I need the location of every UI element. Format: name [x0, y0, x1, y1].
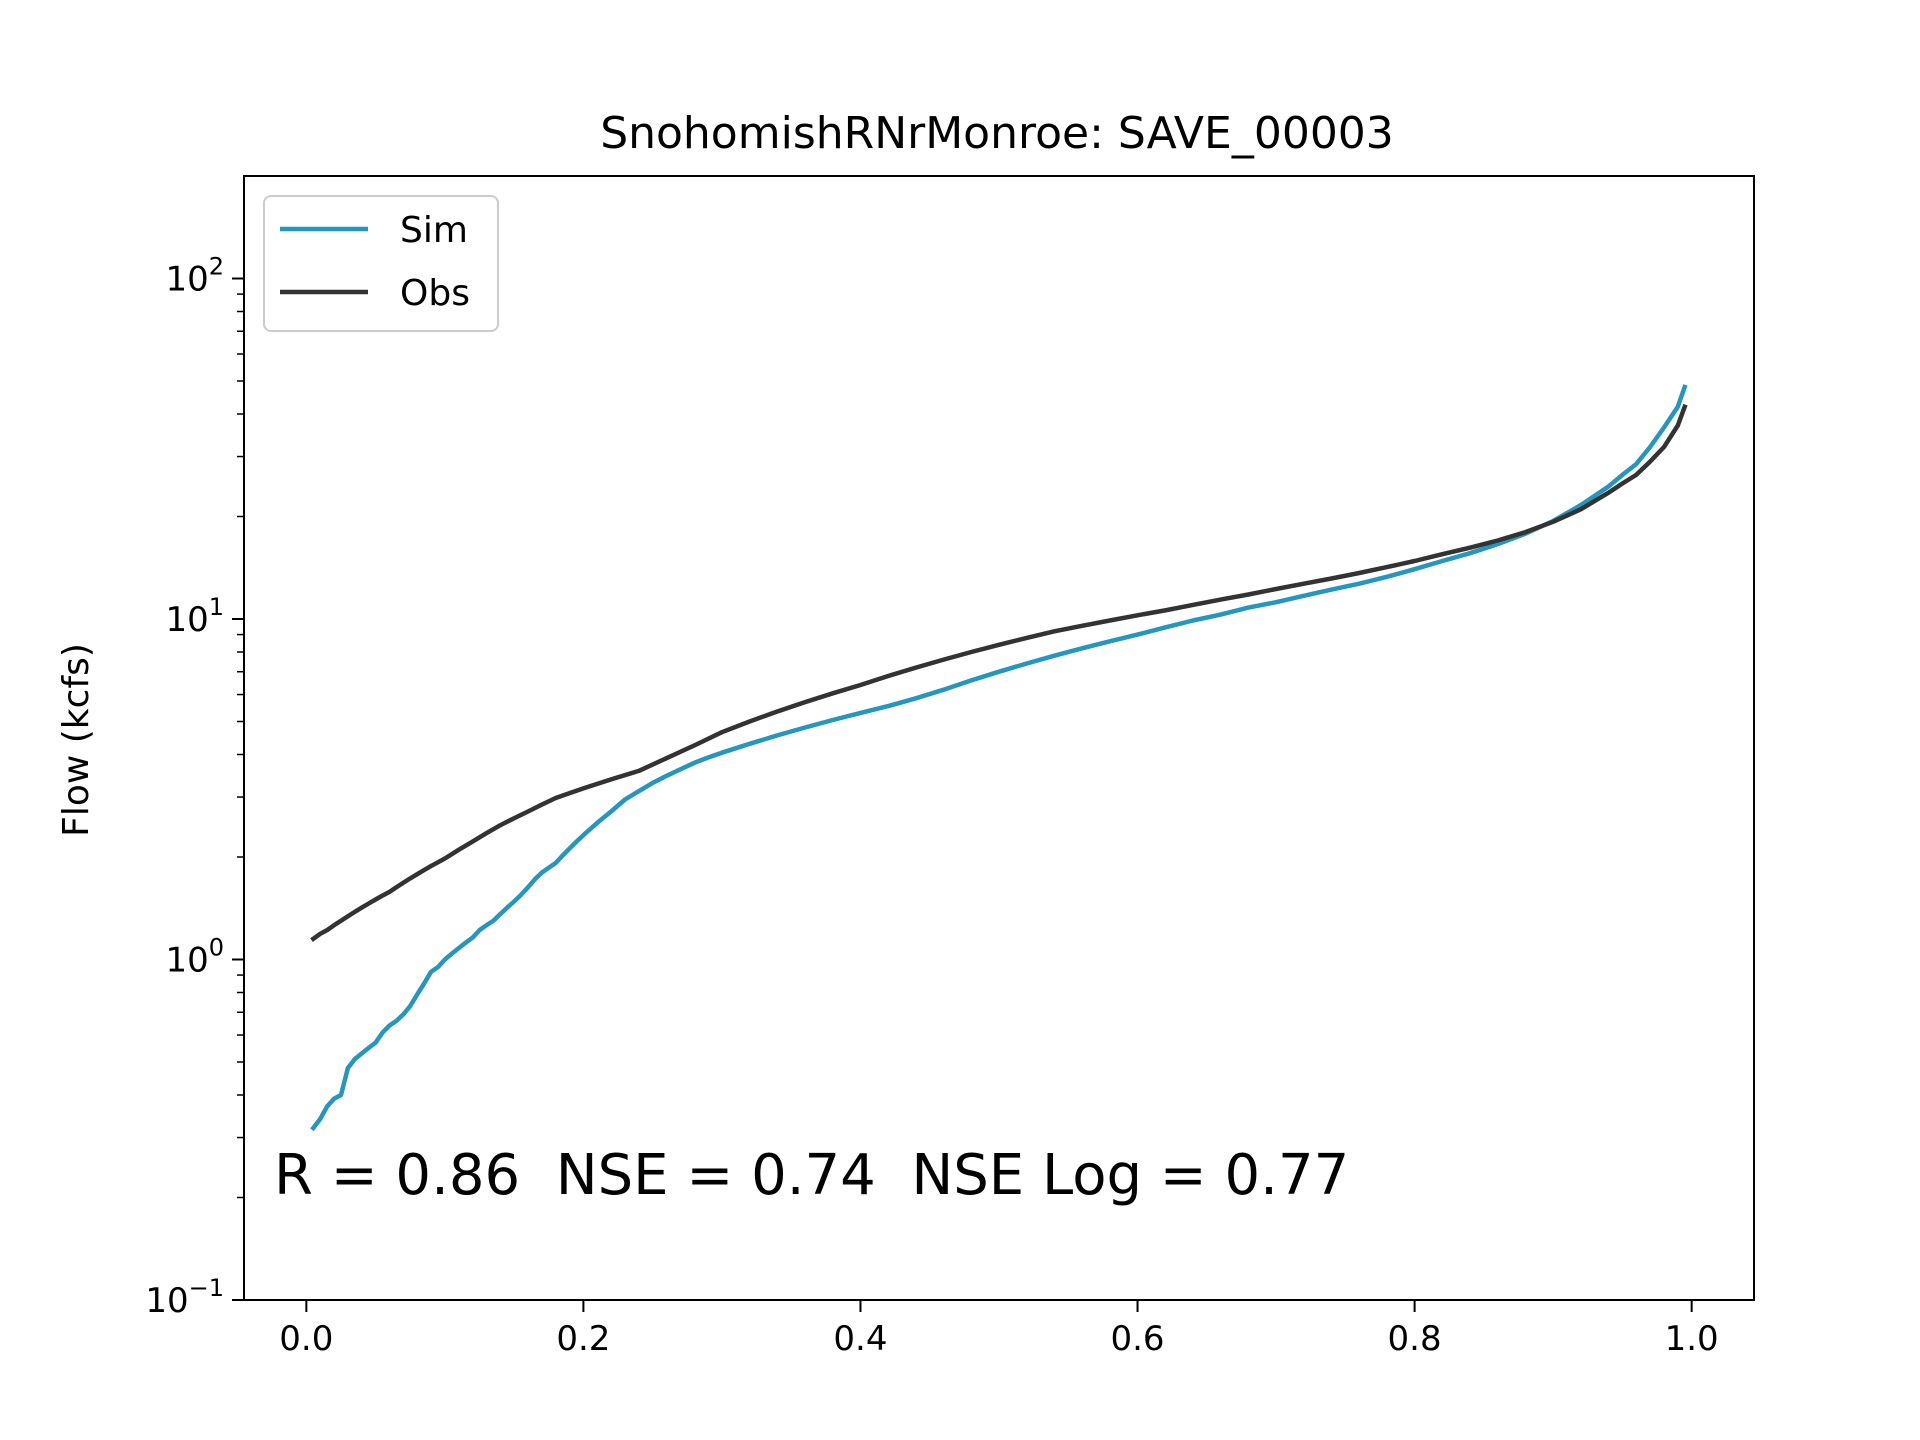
- x-tick-label: 0.4: [833, 1319, 887, 1359]
- legend-label-sim: Sim: [400, 210, 468, 251]
- x-tick-label: 0.2: [556, 1319, 610, 1359]
- plot-frame: [243, 175, 1755, 1301]
- x-tick-label: 1.0: [1665, 1319, 1719, 1359]
- y-tick-label: 102: [165, 253, 224, 300]
- chart-title: SnohomishRNrMonroe: SAVE_00003: [600, 108, 1394, 159]
- x-tick-label: 0.6: [1110, 1319, 1164, 1359]
- stats-annotation: R = 0.86 NSE = 0.74 NSE Log = 0.77: [274, 1143, 1349, 1208]
- x-tick-label: 0.8: [1388, 1319, 1442, 1359]
- legend-label-obs: Obs: [400, 273, 470, 314]
- series-line-obs: [310, 403, 1688, 942]
- y-tick-label: 100: [165, 934, 224, 981]
- legend: Sim Obs: [263, 195, 499, 332]
- y-tick-label: 101: [165, 593, 224, 640]
- y-tick-label: 10−1: [145, 1274, 224, 1321]
- ticks-layer: 0.0 0.2 0.4 0.6 0.8 1.0 10−1 100 101 102: [145, 253, 1718, 1359]
- series-layer: [310, 384, 1688, 1132]
- y-axis-label: Flow (kcfs): [56, 643, 97, 837]
- x-tick-label: 0.0: [279, 1319, 333, 1359]
- series-line-sim: [310, 384, 1688, 1132]
